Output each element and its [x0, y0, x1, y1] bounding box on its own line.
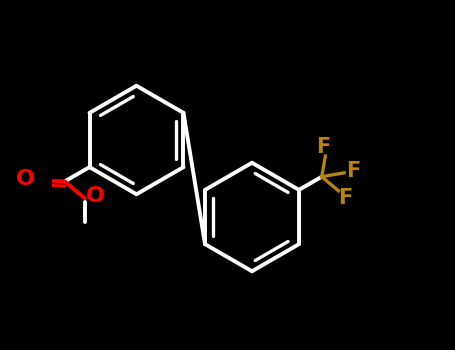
Text: F: F — [346, 161, 360, 181]
Text: F: F — [317, 137, 331, 157]
Text: F: F — [338, 188, 353, 208]
Text: O: O — [86, 186, 105, 206]
Text: O: O — [16, 169, 35, 189]
